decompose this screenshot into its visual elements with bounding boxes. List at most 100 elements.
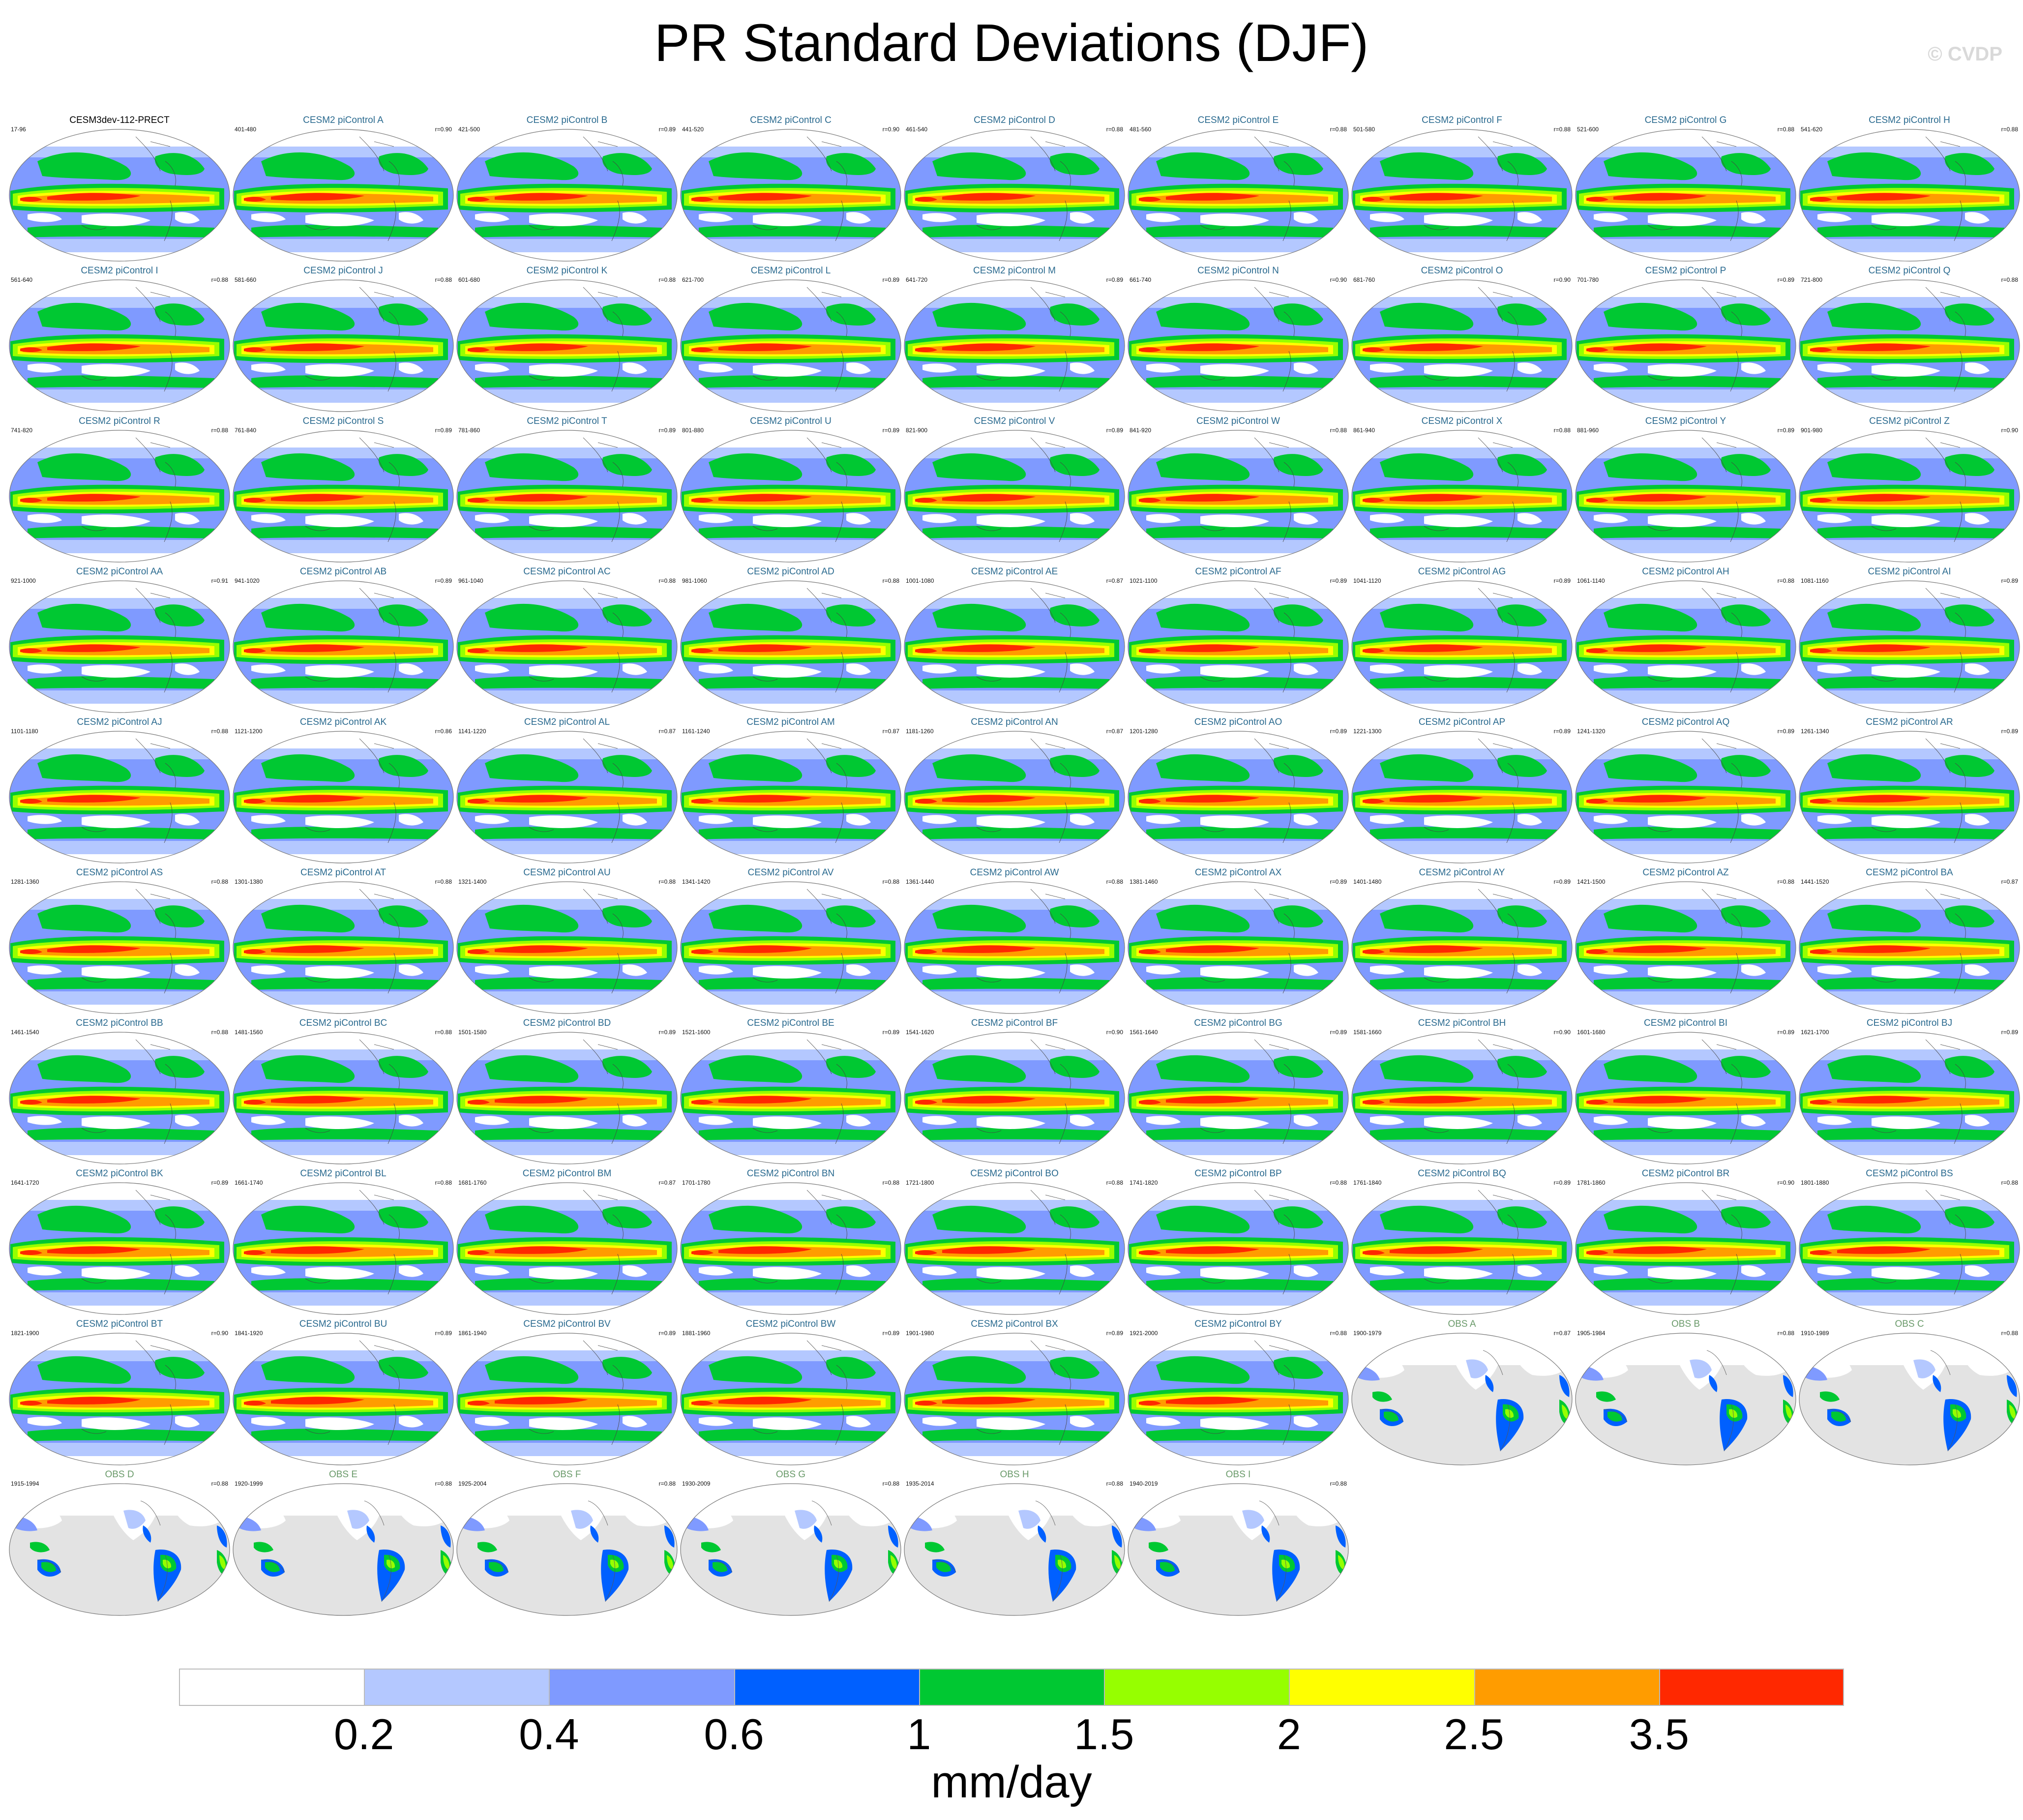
panel-years: 881-960	[1577, 427, 1599, 434]
panel-title: CESM2 piControl U	[750, 416, 832, 426]
colorbar-tick-label: 2	[1277, 1710, 1301, 1759]
obs-map-panel: OBS H 1935-2014 r=0.88	[903, 1469, 1126, 1618]
panel-correlation: r=0.88	[658, 1480, 676, 1487]
panel-title: CESM2 piControl X	[1421, 416, 1503, 426]
panel-correlation: r=0.89	[2001, 728, 2018, 735]
panel-title: CESM2 piControl Y	[1645, 416, 1726, 426]
map	[9, 430, 230, 563]
panel-correlation: r=0.88	[2001, 1330, 2018, 1337]
map	[680, 731, 901, 864]
panel-years: 761-840	[235, 427, 257, 434]
panel-title: CESM2 piControl AC	[523, 567, 611, 577]
panel-years: 1641-1720	[11, 1179, 39, 1186]
panel-correlation: r=0.88	[1330, 1179, 1347, 1186]
colorbar-box	[1104, 1669, 1289, 1706]
model-map-panel: CESM2 piControl C 441-520 r=0.90	[679, 115, 902, 264]
obs-map-panel: OBS G 1930-2009 r=0.88	[679, 1469, 902, 1618]
panel-years: 1921-2000	[1130, 1330, 1158, 1337]
model-map-panel: CESM2 piControl AN 1181-1260 r=0.87	[903, 717, 1126, 865]
map	[1799, 1333, 2020, 1465]
model-map-panel: CESM2 piControl BT 1821-1900 r=0.90	[8, 1319, 231, 1467]
panel-years: 621-700	[682, 276, 704, 283]
panel-correlation: r=0.88	[435, 1029, 452, 1036]
panel-title: CESM2 piControl BT	[76, 1319, 163, 1329]
model-map-panel: CESM2 piControl G 521-600 r=0.88	[1574, 115, 1797, 264]
panel-title: CESM2 piControl BC	[299, 1018, 387, 1028]
model-map-panel: CESM2 piControl AZ 1421-1500 r=0.88	[1574, 867, 1797, 1016]
panel-correlation: r=0.89	[1330, 577, 1347, 584]
panel-title: CESM2 piControl Z	[1869, 416, 1950, 426]
model-map-panel: CESM2 piControl AX 1381-1460 r=0.89	[1127, 867, 1350, 1016]
panel-correlation: r=0.89	[658, 126, 676, 133]
model-map-panel: CESM2 piControl AR 1261-1340 r=0.89	[1798, 717, 2021, 865]
panel-correlation: r=0.89	[1553, 1179, 1571, 1186]
panel-correlation: r=0.89	[435, 577, 452, 584]
map	[1128, 1483, 1349, 1616]
panel-years: 1541-1620	[906, 1029, 934, 1036]
map	[9, 1483, 230, 1616]
colorbar	[179, 1669, 1844, 1708]
map	[680, 1182, 901, 1315]
panel-correlation: r=0.88	[1106, 878, 1123, 885]
panel-title: OBS D	[105, 1469, 134, 1480]
model-map-panel: CESM2 piControl AF 1021-1100 r=0.89	[1127, 567, 1350, 715]
panel-years: 401-480	[235, 126, 257, 133]
model-map-panel: CESM2 piControl E 481-560 r=0.88	[1127, 115, 1350, 264]
obs-map-panel: OBS C 1910-1989 r=0.88	[1798, 1319, 2021, 1467]
panel-years: 1821-1900	[11, 1330, 39, 1337]
panel-title: CESM2 piControl P	[1645, 266, 1726, 276]
model-map-panel: CESM2 piControl R 741-820 r=0.88	[8, 416, 231, 565]
panel-years: 1930-2009	[682, 1480, 711, 1487]
map	[9, 731, 230, 864]
model-map-panel: CESM2 piControl BB 1461-1540 r=0.88	[8, 1018, 231, 1166]
model-map-panel: CESM3dev-112-PRECT 17-96	[8, 115, 231, 264]
panel-years: 1761-1840	[1353, 1179, 1382, 1186]
panel-years: 1401-1480	[1353, 878, 1382, 885]
panel-correlation: r=0.88	[1330, 1480, 1347, 1487]
panel-correlation: r=0.89	[435, 1330, 452, 1337]
panel-title: CESM2 piControl AK	[299, 717, 387, 727]
model-map-panel: CESM2 piControl P 701-780 r=0.89	[1574, 266, 1797, 414]
model-map-panel: CESM2 piControl AP 1221-1300 r=0.89	[1350, 717, 1574, 865]
panel-correlation: r=0.90	[1553, 1029, 1571, 1036]
map	[1128, 129, 1349, 262]
panel-title: CESM2 piControl Q	[1868, 266, 1951, 276]
map	[1351, 129, 1573, 262]
model-map-panel: CESM2 piControl AY 1401-1480 r=0.89	[1350, 867, 1574, 1016]
panel-title: CESM2 piControl R	[79, 416, 160, 426]
model-map-panel: CESM2 piControl BU 1841-1920 r=0.89	[232, 1319, 455, 1467]
colorbar-box	[1659, 1669, 1844, 1706]
map	[456, 430, 678, 563]
panel-title: CESM2 piControl BL	[300, 1168, 387, 1179]
panel-years: 421-500	[458, 126, 480, 133]
panel-years: 541-620	[1801, 126, 1823, 133]
panel-title: CESM2 piControl AS	[76, 867, 163, 878]
map	[1575, 129, 1796, 262]
panel-title: CESM2 piControl AD	[747, 567, 834, 577]
panel-title: CESM2 piControl N	[1197, 266, 1279, 276]
panel-years: 721-800	[1801, 276, 1823, 283]
colorbar-box	[364, 1669, 549, 1706]
model-map-panel: CESM2 piControl N 661-740 r=0.90	[1127, 266, 1350, 414]
panel-years: 461-540	[906, 126, 928, 133]
map	[904, 731, 1125, 864]
panel-title: CESM2 piControl BP	[1194, 1168, 1282, 1179]
panel-title: CESM2 piControl F	[1422, 115, 1502, 125]
model-map-panel: CESM2 piControl T 781-860 r=0.89	[455, 416, 679, 565]
panel-title: CESM2 piControl O	[1421, 266, 1503, 276]
map	[904, 129, 1125, 262]
panel-correlation: r=0.90	[211, 1330, 228, 1337]
panel-correlation: r=0.88	[211, 276, 228, 283]
panel-years: 1461-1540	[11, 1029, 39, 1036]
map	[456, 129, 678, 262]
panel-title: CESM2 piControl BX	[971, 1319, 1058, 1329]
panel-correlation: r=0.87	[658, 728, 676, 735]
panel-years: 1901-1980	[906, 1330, 934, 1337]
model-map-panel: CESM2 piControl M 641-720 r=0.89	[903, 266, 1126, 414]
panel-title: CESM2 piControl BE	[747, 1018, 834, 1028]
model-map-panel: CESM2 piControl AL 1141-1220 r=0.87	[455, 717, 679, 865]
panel-correlation: r=0.87	[1553, 1330, 1571, 1337]
panel-correlation: r=0.88	[658, 577, 676, 584]
map	[904, 1333, 1125, 1465]
map	[9, 129, 230, 262]
